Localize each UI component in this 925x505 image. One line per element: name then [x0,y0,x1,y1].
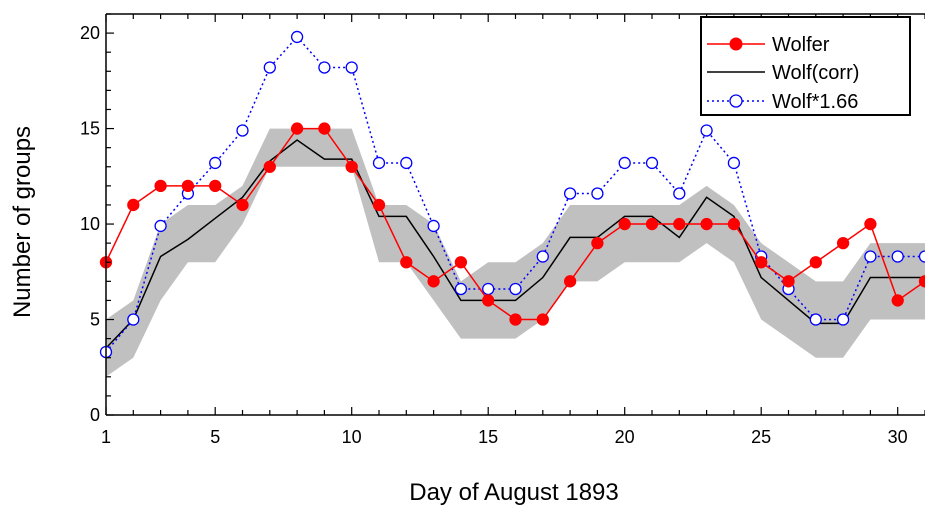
series-wolfer-point [263,160,276,173]
series-wolfer-point [673,217,686,231]
series-wolf-scaled-point [318,61,331,74]
series-wolfer-point [236,198,249,212]
x-tick-label: 15 [478,427,498,447]
series-wolfer-point [645,217,659,231]
x-tick-label: 20 [615,427,635,447]
y-tick-label: 20 [80,23,100,43]
series-wolf-scaled-point [591,187,604,200]
series-wolfer-point [209,179,222,193]
series-wolfer-point [290,122,304,135]
series-wolf-scaled-point [673,187,686,200]
series-wolfer-point [727,217,741,231]
series-wolfer-point [154,179,167,193]
series-wolfer-point [345,160,358,173]
series-wolf-scaled-point [154,219,167,233]
series-wolfer-point [454,256,468,269]
series-wolfer-point [864,217,877,231]
series-wolf-scaled-point [127,313,140,326]
series-wolfer-point [700,217,713,231]
series-wolf-scaled-point [618,156,631,170]
series-wolfer-point [482,294,495,307]
legend-wolf-scaled-label: Wolf*1.66 [772,91,858,113]
series-wolfer-point [318,122,331,135]
series-wolf-corr [105,139,925,349]
series-wolf-scaled-point [645,156,659,170]
series-wolf-scaled-point [509,282,522,296]
series-wolf-scaled-point [263,61,276,74]
y-axis-title: Number of groups [9,126,36,318]
series-wolf-scaled-point [727,156,741,170]
series-wolf-scaled-point [809,313,822,326]
series-wolfer-point [891,294,904,307]
series-wolfer-point [127,198,140,212]
series-wolf-scaled-point [918,250,925,263]
series-wolf-scaled-point [536,250,549,263]
series-wolfer-point [782,275,795,288]
series-wolf-scaled-point [236,124,249,137]
series-wolf-scaled-point [400,156,413,170]
series-wolf-scaled-point [836,313,850,326]
series-wolf-scaled-point [427,219,440,233]
series-wolf-scaled-point [563,187,577,200]
legend-entry-wolfer: Wolfer [707,34,830,56]
series-wolfer-point [372,198,386,212]
series-wolf-scaled [99,30,925,359]
legend-entry-wolf-corr: Wolf(corr) [707,62,859,84]
series-wolf-scaled-point [209,156,222,170]
legend: Wolfer Wolf(corr) Wolf*1.66 [700,16,911,116]
series-wolfer-point [400,256,413,269]
y-tick-label: 10 [80,214,100,234]
x-tick-label: 10 [342,427,362,447]
legend-entry-wolf-scaled: Wolf*1.66 [707,91,858,113]
series-wolfer-point [591,236,604,250]
x-tick-label: 30 [888,427,908,447]
legend-wolfer-marker [729,37,743,51]
legend-wolf-scaled-marker [729,94,743,108]
series-wolfer-point [563,275,577,288]
x-tick-label: 25 [751,427,771,447]
series-wolf-scaled-point [290,30,304,44]
series-wolf-corr-line [105,139,925,349]
series-wolfer-point [427,275,440,288]
x-tick-label: 1 [101,427,111,447]
series-wolfer-point [836,236,850,250]
y-tick-label: 0 [90,405,100,425]
series-wolfer-point [618,217,631,231]
series-wolfer [99,122,925,326]
legend-wolf-corr-label: Wolf(corr) [772,62,859,84]
x-axis-title: Day of August 1893 [409,479,618,505]
series-wolf-scaled-point [372,156,386,170]
series-wolf-scaled-point [454,282,468,296]
series-wolfer-point [181,179,195,193]
series-wolf-scaled-point [891,250,904,263]
series-wolf-scaled-point [482,282,495,296]
legend-wolfer-label: Wolfer [772,34,830,56]
y-tick-label: 15 [80,119,100,139]
x-tick-label: 5 [210,427,220,447]
series-wolf-scaled-point [864,250,877,263]
series-layer [99,30,925,359]
series-wolfer-point [918,275,925,288]
series-wolfer-point [755,256,768,269]
series-wolf-scaled-point [345,61,358,74]
series-wolf-scaled-point [700,124,713,137]
series-wolfer-point [536,313,549,326]
series-wolfer-point [509,313,522,326]
series-wolfer-point [809,256,822,269]
y-tick-label: 5 [90,310,100,330]
